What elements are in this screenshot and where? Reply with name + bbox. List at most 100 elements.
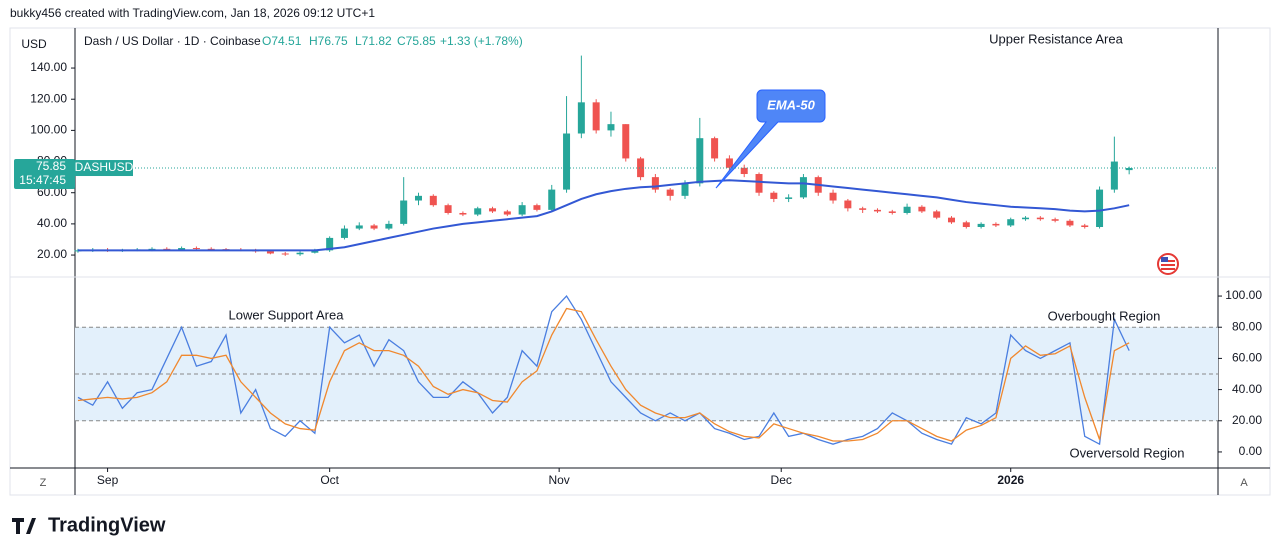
candle-body xyxy=(962,222,970,228)
price-tag-countdown: 15:47:45 xyxy=(19,173,66,187)
candle-body xyxy=(592,102,600,131)
candle-body xyxy=(770,192,778,199)
zoom-button[interactable]: Z xyxy=(40,477,47,489)
callout xyxy=(715,89,826,189)
candle-body xyxy=(1096,189,1104,228)
candle-body xyxy=(326,237,334,251)
logo: TradingView xyxy=(12,514,166,536)
candle-body xyxy=(666,189,674,196)
annotation: Upper Resistance Area xyxy=(989,31,1123,46)
candle-body xyxy=(607,124,615,131)
candle-body xyxy=(844,200,852,209)
y-tick-label: 20.00 xyxy=(37,247,67,261)
candle-body xyxy=(489,208,497,212)
x-tick-label: Oct xyxy=(320,473,339,487)
candle-body xyxy=(548,189,556,210)
currency: USD xyxy=(21,37,47,51)
candle-body xyxy=(503,211,511,215)
candle-body xyxy=(296,252,304,255)
candle-body xyxy=(400,200,408,224)
symbol-tag xyxy=(75,160,133,177)
y-tick-label: 100.00 xyxy=(1225,288,1262,302)
x-tick-label: Sep xyxy=(97,473,119,487)
y-tick-label: 40.00 xyxy=(1232,382,1262,396)
candle-body xyxy=(1066,220,1074,226)
candle-body xyxy=(888,211,896,213)
chart-frame xyxy=(9,27,1271,496)
logo-text: TradingView xyxy=(48,514,166,536)
y-tick-label: 100.00 xyxy=(30,123,67,137)
candle-body xyxy=(785,197,793,199)
symbol: Dash / US Dollar · 1D · Coinbase xyxy=(84,34,261,48)
y-tick-label: 20.00 xyxy=(1232,413,1262,427)
symbol-tag-label: DASHUSD xyxy=(75,160,134,174)
y-tick-label: 0.00 xyxy=(1239,444,1263,458)
candle-body xyxy=(577,102,585,134)
annotation: Overbought Region xyxy=(1048,308,1161,323)
candle-body xyxy=(1081,225,1089,228)
auto-button[interactable]: A xyxy=(1240,477,1248,489)
candle-body xyxy=(711,138,719,159)
attribution: bukky456 created with TradingView.com, J… xyxy=(10,6,375,20)
candle-body xyxy=(740,167,748,175)
annotation: Overversold Region xyxy=(1070,445,1185,460)
candle-body xyxy=(518,205,526,215)
y-tick-label: 80.00 xyxy=(1232,319,1262,333)
price-tag-label: 75.85 xyxy=(36,159,66,173)
candle-body xyxy=(918,206,926,212)
candle-body xyxy=(178,248,186,250)
candle-body xyxy=(192,248,200,250)
oscillator-line xyxy=(77,307,1130,442)
y-tick-label: 40.00 xyxy=(37,216,67,230)
candle-body xyxy=(829,192,837,201)
y-tick-label: 140.00 xyxy=(30,60,67,74)
candle-body xyxy=(859,208,867,210)
candle-body xyxy=(1022,217,1030,220)
callout-label: EMA-50 xyxy=(767,97,815,112)
candle-body xyxy=(1125,168,1133,171)
x-tick-label: Nov xyxy=(548,473,569,487)
candle-body xyxy=(355,225,363,229)
candle-body xyxy=(429,195,437,206)
candle-body xyxy=(1110,161,1118,190)
candle-body xyxy=(755,174,763,193)
candle-body xyxy=(725,158,733,168)
candle-body xyxy=(651,177,659,190)
candle-body xyxy=(696,138,704,184)
candle-body xyxy=(903,206,911,213)
ema-line xyxy=(77,179,1130,252)
candle-body xyxy=(311,250,319,253)
x-tick-label: 2026 xyxy=(997,473,1024,487)
candle-body xyxy=(340,228,348,238)
candle-body xyxy=(533,205,541,210)
candle-body xyxy=(459,212,467,215)
candle-body xyxy=(1051,219,1059,221)
candle-body xyxy=(1036,217,1044,220)
candle-body xyxy=(385,223,393,229)
candle-body xyxy=(148,248,156,250)
candle-body xyxy=(873,209,881,212)
candle-body xyxy=(637,158,645,178)
candle-body xyxy=(933,211,941,218)
candle-body xyxy=(947,217,955,223)
y-tick-label: 120.00 xyxy=(30,91,67,105)
flag-icon xyxy=(1157,253,1179,275)
candle-body xyxy=(977,223,985,228)
candle-body xyxy=(992,223,1000,226)
candle-body xyxy=(622,124,630,159)
candle-body xyxy=(266,251,274,254)
candle-body xyxy=(207,248,215,250)
candle-body xyxy=(474,208,482,215)
candle-body xyxy=(370,225,378,229)
candle-body xyxy=(681,183,689,196)
annotation: Lower Support Area xyxy=(229,307,345,322)
candle-body xyxy=(281,253,289,255)
ohlc-low: L71.82 xyxy=(355,34,392,48)
ohlc-high: H76.75 xyxy=(309,34,348,48)
ohlc-open: O74.51 xyxy=(262,34,302,48)
y-tick-label: 60.00 xyxy=(1232,351,1262,365)
ohlc-change: +1.33 (+1.78%) xyxy=(440,34,523,48)
price-tag xyxy=(14,159,75,190)
candle-body xyxy=(563,133,571,190)
